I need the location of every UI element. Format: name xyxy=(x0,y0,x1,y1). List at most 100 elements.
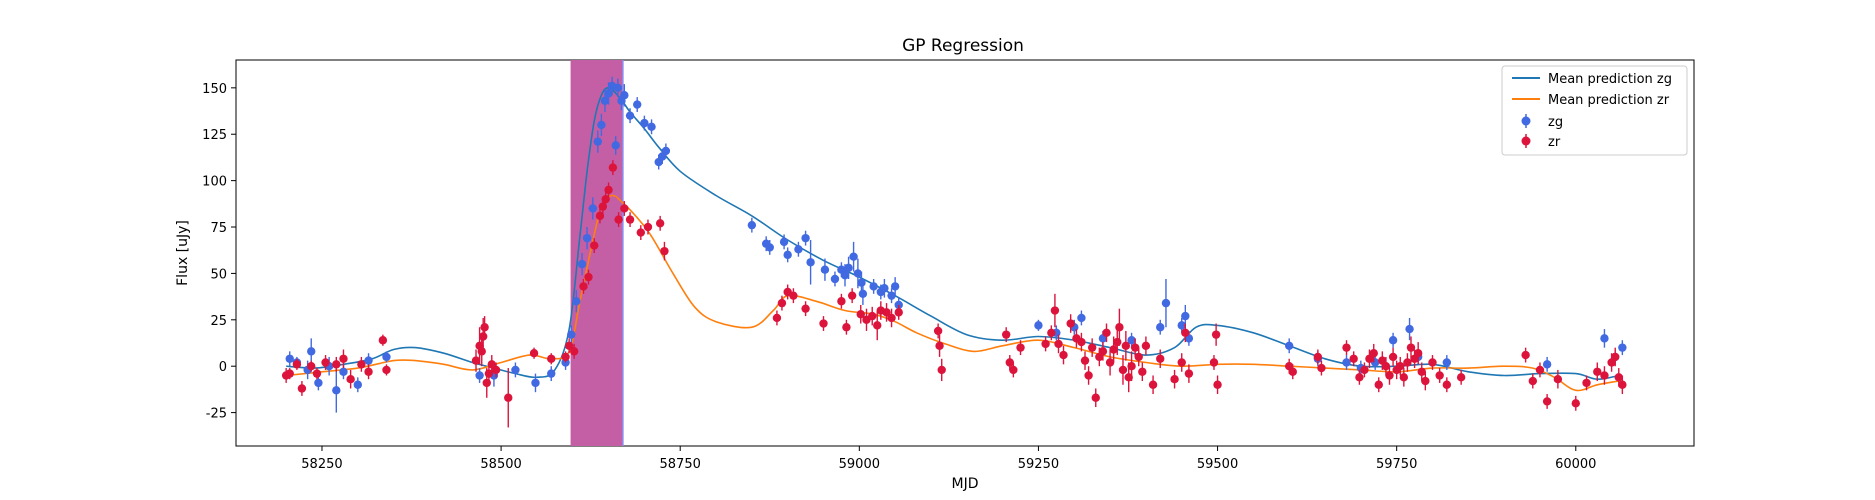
data-point-zg xyxy=(339,367,348,376)
data-point-zr xyxy=(935,341,944,350)
data-point-zg xyxy=(625,111,635,120)
legend-label-zr: zr xyxy=(1548,135,1561,150)
data-point-zr xyxy=(636,228,646,237)
data-point-zr xyxy=(478,332,488,341)
data-point-zg xyxy=(747,220,757,230)
highlight-span-layer xyxy=(570,60,624,446)
legend-swatch-zg-marker xyxy=(1521,116,1531,126)
data-point-zr xyxy=(1156,354,1165,363)
data-point-zg xyxy=(1181,311,1190,321)
data-point-zr xyxy=(547,354,556,363)
data-point-zr xyxy=(598,202,608,211)
data-point-zg xyxy=(820,265,830,274)
data-point-zr xyxy=(1388,352,1398,362)
data-point-zr xyxy=(312,369,322,378)
data-point-zr xyxy=(1528,376,1537,386)
data-point-zg xyxy=(830,274,840,284)
data-point-zr xyxy=(868,311,877,321)
data-point-zr xyxy=(1571,399,1580,408)
series-points-zg xyxy=(285,76,1627,413)
data-point-zr xyxy=(1054,339,1063,349)
data-point-zr xyxy=(819,319,828,328)
data-point-zr xyxy=(584,272,593,282)
data-point-zr xyxy=(1535,365,1545,375)
data-point-zr xyxy=(595,211,605,221)
data-point-zr xyxy=(1098,347,1108,356)
data-point-zr xyxy=(1041,339,1050,349)
data-point-zg xyxy=(633,100,642,109)
x-tick-label: 60000 xyxy=(1555,457,1596,472)
data-point-zr xyxy=(1421,376,1430,386)
data-point-zr xyxy=(1084,371,1093,380)
data-point-zg xyxy=(1156,323,1165,332)
x-tick-label: 59250 xyxy=(1018,457,1059,472)
data-point-zr xyxy=(1016,343,1025,352)
data-point-zr xyxy=(842,323,851,332)
data-point-zg xyxy=(1388,336,1398,345)
data-point-zr xyxy=(321,358,330,367)
data-point-zr xyxy=(561,352,570,362)
data-point-zg xyxy=(1177,321,1186,330)
data-point-zr xyxy=(772,313,782,323)
data-point-zg xyxy=(567,330,576,339)
data-point-zr xyxy=(608,163,618,172)
y-tick-label: 100 xyxy=(202,175,227,190)
data-point-zg xyxy=(1618,343,1627,352)
y-tick-label: 75 xyxy=(210,221,227,236)
data-point-zg xyxy=(620,91,629,100)
data-point-zg xyxy=(1034,321,1043,330)
data-point-zr xyxy=(643,222,653,232)
data-point-zr xyxy=(1428,358,1437,367)
data-point-zr xyxy=(1542,397,1552,406)
data-point-zg xyxy=(1405,324,1414,334)
y-tick-label: 125 xyxy=(202,128,227,143)
data-point-zr xyxy=(933,326,943,336)
series-points-zr xyxy=(281,160,1627,428)
data-point-zg xyxy=(572,297,581,306)
y-tick-label: -25 xyxy=(206,407,227,422)
data-point-zg xyxy=(547,369,556,378)
data-point-zr xyxy=(1113,337,1122,347)
data-point-zr xyxy=(1181,328,1190,337)
data-point-zr xyxy=(1184,369,1194,378)
data-point-zg xyxy=(593,137,603,146)
data-point-zr xyxy=(1141,341,1151,350)
data-point-zr xyxy=(1124,373,1133,382)
data-point-zr xyxy=(590,241,599,250)
y-tick-label: 25 xyxy=(210,314,227,329)
data-point-zr xyxy=(1385,371,1394,380)
data-point-zr xyxy=(1360,365,1369,375)
y-tick-label: 0 xyxy=(219,360,227,375)
legend-label-zg-line: Mean prediction zg xyxy=(1548,72,1672,87)
data-point-zg xyxy=(588,204,597,213)
data-point-zr xyxy=(1213,380,1222,389)
data-point-zr xyxy=(480,323,489,332)
x-axis-label: MJD xyxy=(952,476,979,492)
legend-box xyxy=(1501,65,1688,156)
data-point-zr xyxy=(1130,343,1140,352)
data-point-zr xyxy=(777,298,787,308)
data-point-zr xyxy=(382,365,391,375)
x-tick-label: 58750 xyxy=(660,457,701,472)
data-point-zr xyxy=(477,347,486,356)
data-point-zr xyxy=(1115,323,1124,332)
data-point-zg xyxy=(1077,313,1086,323)
data-point-zr xyxy=(882,308,891,317)
data-point-zr xyxy=(1396,362,1405,371)
x-tick-label: 59000 xyxy=(839,457,880,472)
data-point-zr xyxy=(1288,367,1297,376)
data-point-zr xyxy=(484,369,494,378)
data-point-zr xyxy=(1050,306,1060,315)
data-point-zg xyxy=(1284,341,1294,350)
data-point-zr xyxy=(1582,378,1591,388)
data-point-zr xyxy=(346,374,355,384)
data-point-zg xyxy=(285,354,294,363)
data-point-zr xyxy=(1442,380,1452,389)
data-point-zr xyxy=(1413,349,1423,358)
data-point-zr xyxy=(1369,349,1378,358)
data-point-zr xyxy=(357,360,366,369)
data-point-zg xyxy=(887,291,896,300)
observation-points xyxy=(281,76,1627,428)
data-point-zg xyxy=(844,263,853,273)
data-point-zr xyxy=(801,304,810,313)
